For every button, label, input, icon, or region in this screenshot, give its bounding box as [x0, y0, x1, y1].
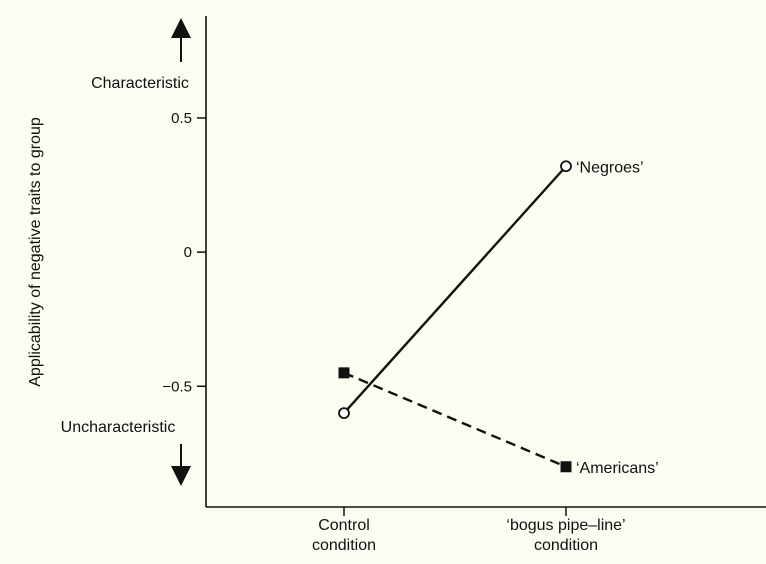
- y-ticks: 0.5 0 −0.5: [162, 110, 206, 395]
- x-tick-label: condition: [312, 537, 376, 554]
- x-ticks: Control condition ‘bogus pipe–line’ conditi…: [312, 507, 626, 554]
- series-line-1: [343, 165, 567, 414]
- series-layer: ‘Negroes’ ‘Americans’: [338, 159, 659, 477]
- data-point: [560, 461, 572, 473]
- x-tick-label: condition: [534, 537, 598, 554]
- y-axis-label: Applicability of negative traits to grou…: [27, 117, 44, 387]
- series-label: ‘Negroes’: [576, 159, 644, 176]
- x-tick-label: Control: [318, 517, 370, 534]
- data-point: [338, 407, 350, 419]
- series-label: ‘Americans’: [576, 460, 659, 477]
- characteristic-label: Characteristic: [91, 75, 189, 92]
- y-tick-label: 0.5: [171, 110, 192, 127]
- x-tick-label: ‘bogus pipe–line’: [506, 517, 625, 534]
- data-point: [338, 367, 350, 379]
- data-point: [560, 160, 572, 173]
- y-tick-label: 0: [184, 244, 192, 261]
- series-line-2: [343, 371, 567, 468]
- uncharacteristic-label: Uncharacteristic: [61, 419, 176, 436]
- y-tick-label: −0.5: [162, 378, 192, 395]
